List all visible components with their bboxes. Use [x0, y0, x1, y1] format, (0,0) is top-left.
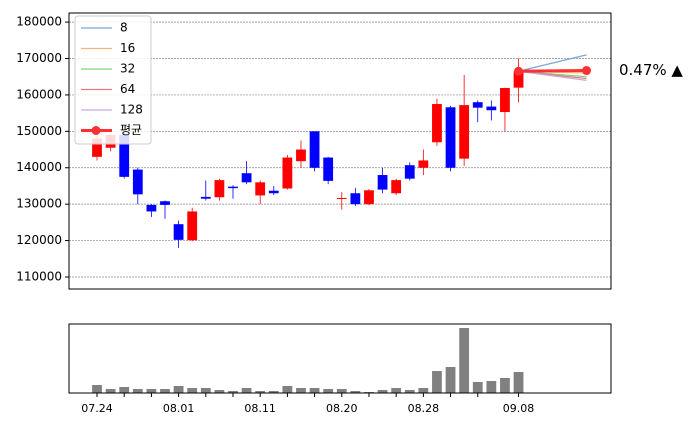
candle-body: [92, 138, 102, 157]
candle-body: [364, 190, 374, 205]
candle-body: [214, 180, 225, 198]
x-tick-label: 08.28: [408, 402, 440, 415]
x-tick-label: 09.08: [503, 402, 535, 415]
forecast-start: [514, 66, 524, 76]
x-tick-label: 07.24: [81, 402, 113, 415]
volume-bar: [282, 386, 293, 393]
volume-frame: [68, 323, 612, 394]
candle-body: [350, 193, 361, 205]
volume-bar: [350, 391, 361, 393]
candle-body: [323, 157, 334, 181]
legend-label: 64: [120, 82, 135, 96]
forecast-line: [518, 69, 587, 73]
volume-bar: [432, 371, 442, 393]
candle-body: [418, 160, 429, 168]
candle-body: [404, 165, 415, 179]
y-tick-label: 150000: [16, 124, 62, 138]
volume-bar: [173, 386, 184, 393]
volume-bar: [486, 381, 497, 393]
volume-bar: [309, 388, 320, 393]
x-tick-label: 08.01: [163, 402, 195, 415]
candle-body: [268, 190, 279, 194]
volume-bar: [228, 391, 238, 393]
volume-bar: [132, 389, 143, 393]
candle-body: [132, 169, 143, 195]
y-tick-label: 170000: [16, 51, 62, 65]
volume-bar: [296, 388, 306, 393]
candle-body: [160, 201, 170, 205]
volume-bar: [445, 367, 456, 393]
candle-body: [459, 105, 470, 159]
volume-bar: [500, 378, 510, 393]
candle-body: [282, 157, 293, 189]
legend-label: 32: [120, 62, 135, 76]
legend-label: 8: [120, 21, 128, 35]
y-tick-label: 180000: [16, 15, 62, 29]
volume-bar: [200, 388, 211, 393]
volume-bar: [391, 388, 402, 393]
legend-marker: [91, 126, 101, 135]
volume-bar: [513, 372, 524, 393]
candle-body: [309, 131, 320, 168]
volume-bar: [255, 391, 266, 393]
candle-body: [445, 107, 456, 168]
candle-body: [432, 104, 442, 143]
legend-label: 평균: [120, 123, 142, 137]
candle-body: [296, 149, 306, 162]
volume-bar: [187, 388, 198, 393]
volume-bar: [214, 390, 225, 393]
volume-bar: [472, 382, 483, 393]
candle-body: [500, 88, 510, 113]
candle-body: [173, 224, 184, 240]
candle-body: [486, 106, 497, 111]
candle-body: [228, 186, 238, 189]
legend-label: 128: [120, 103, 143, 117]
volume-bar: [418, 388, 429, 393]
candle-body: [377, 175, 388, 190]
forecast-line: [518, 54, 587, 72]
volume-bar: [323, 389, 334, 393]
volume-bar: [119, 387, 130, 393]
candle-body: [200, 196, 211, 199]
candle-body: [187, 211, 198, 241]
y-tick-label: 160000: [16, 87, 62, 101]
volume-bar: [92, 385, 102, 393]
volume-bar: [160, 389, 170, 393]
volume-bar: [459, 328, 470, 393]
forecast-point: [582, 66, 592, 76]
candle-body: [119, 134, 130, 177]
candle-body: [241, 173, 252, 183]
legend-label: 16: [120, 41, 135, 55]
candle-body: [513, 71, 524, 88]
y-tick-label: 120000: [16, 233, 62, 247]
forecast-line: [518, 70, 587, 81]
volume-bar: [377, 390, 388, 393]
volume-bar: [268, 391, 279, 393]
candle-body: [336, 197, 347, 199]
volume-bar: [241, 388, 252, 393]
volume-bar: [146, 389, 157, 393]
candle-body: [255, 182, 266, 196]
plot-frame: [68, 12, 612, 290]
volume-bar: [105, 389, 116, 393]
annotation: 0.47% ▲: [619, 61, 683, 79]
y-tick-label: 140000: [16, 160, 62, 174]
x-tick-label: 08.20: [326, 402, 358, 415]
volume-bar: [336, 389, 347, 393]
y-tick-label: 130000: [16, 197, 62, 211]
candle-body: [472, 102, 483, 108]
x-tick-label: 08.11: [244, 402, 276, 415]
y-tick-label: 110000: [16, 269, 62, 283]
candle-body: [391, 180, 402, 194]
volume-bar: [404, 390, 415, 393]
candle-body: [146, 204, 157, 212]
